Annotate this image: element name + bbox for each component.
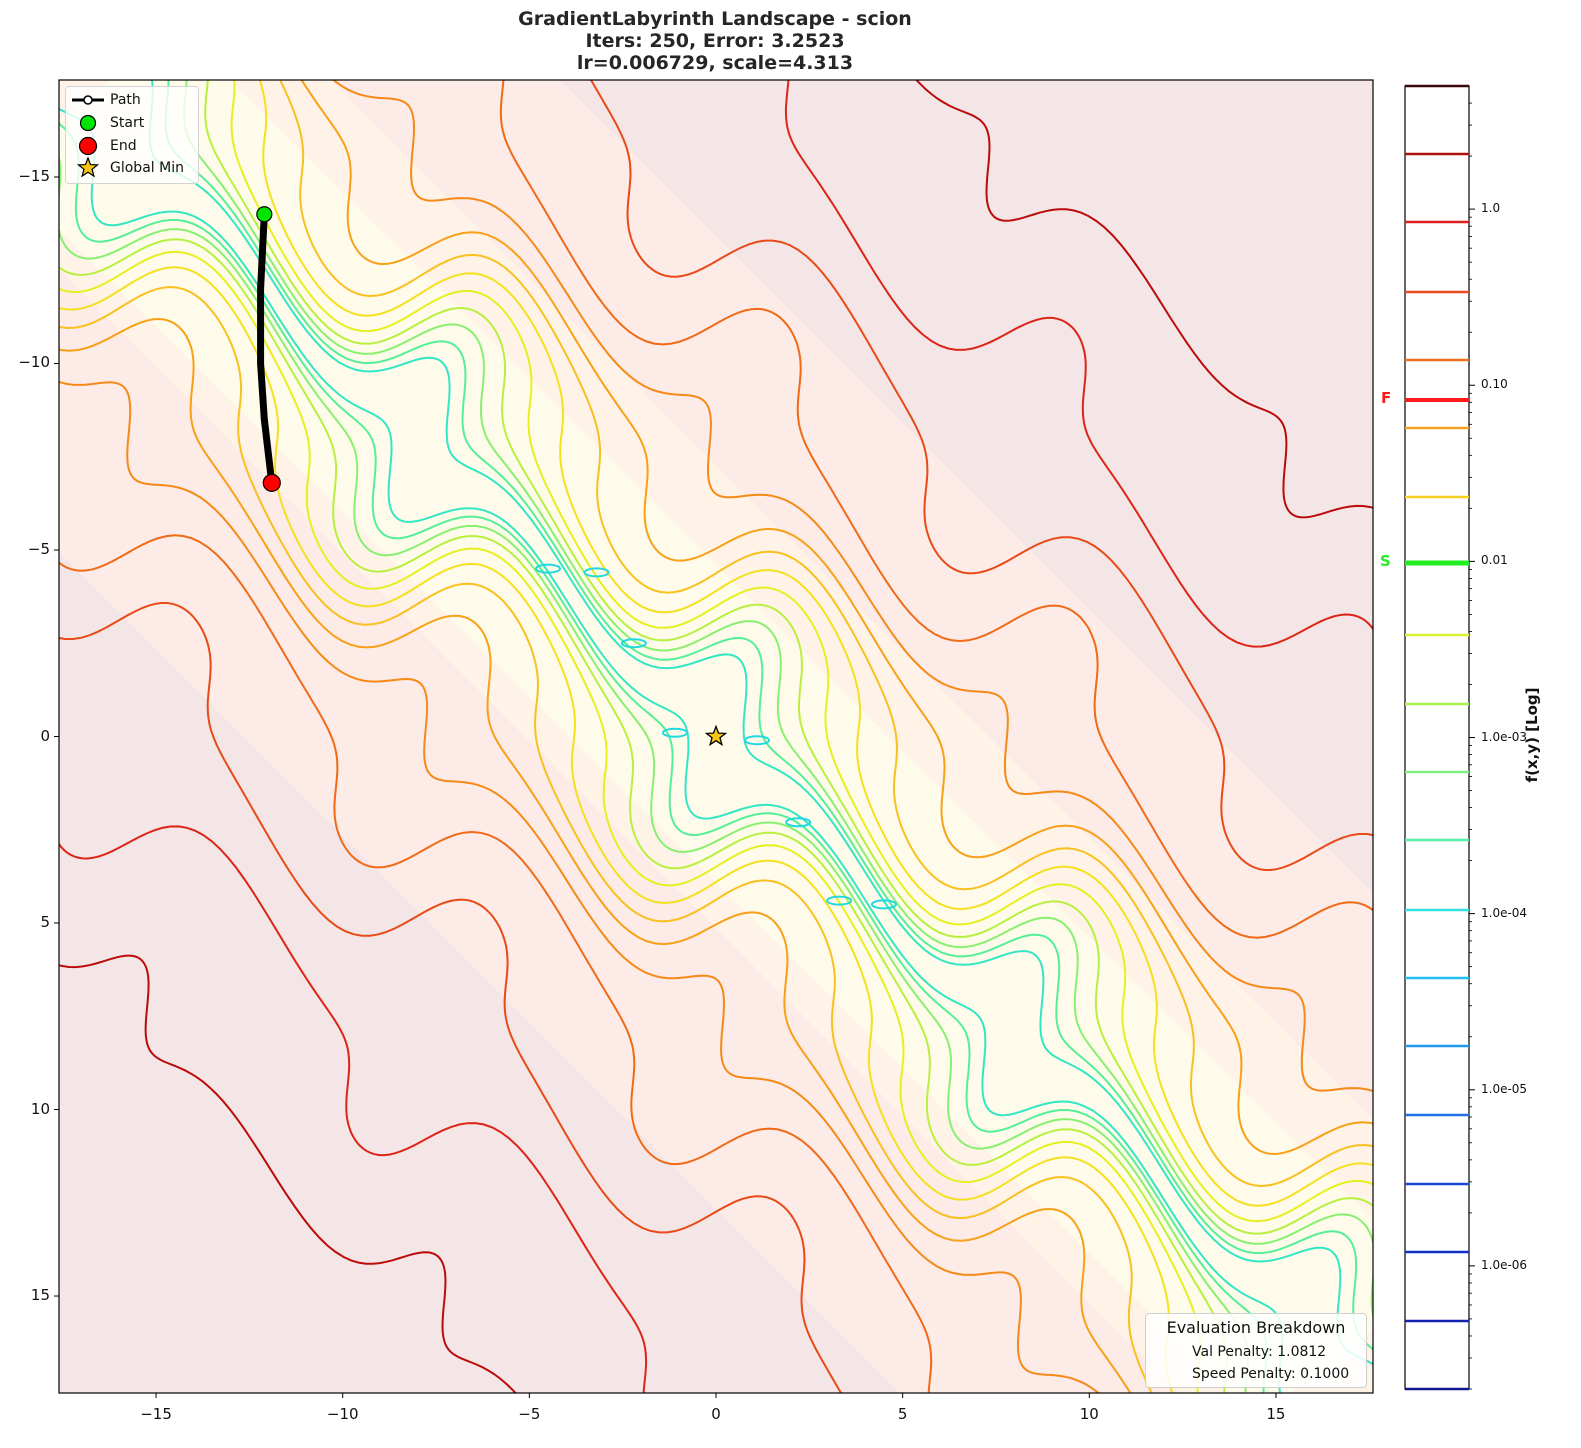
red-circle-icon (66, 135, 110, 157)
contour-island (744, 735, 771, 746)
contour-line (59, 825, 648, 1393)
optimizer-path (256, 206, 728, 747)
gold-star-icon (66, 156, 110, 179)
contour-island (785, 817, 812, 828)
colorbar-tick-label: 1.0e-05 (1481, 1081, 1528, 1096)
legend: Path Start End Global Min (65, 86, 199, 184)
legend-label-end: End (110, 138, 137, 154)
contour-line (300, 80, 1373, 1156)
legend-label-path: Path (110, 92, 141, 108)
colorbar (1404, 84, 1475, 1391)
x-tick-label: 0 (711, 1405, 721, 1423)
contour-line (59, 954, 517, 1393)
contour-island (583, 567, 610, 578)
legend-item-path: Path (66, 89, 141, 111)
contour-island (661, 727, 688, 738)
y-tick-label: −10 (18, 353, 50, 372)
evaluation-breakdown-title: Evaluation Breakdown (1166, 1318, 1346, 1337)
x-tick-label: 10 (1079, 1405, 1099, 1423)
title-line-1: GradientLabyrinth Landscape - scion (518, 8, 912, 30)
legend-item-end: End (66, 135, 137, 157)
x-tick-label: −15 (140, 1405, 172, 1423)
colorbar-marker-s-text: S (1380, 552, 1391, 570)
y-tick-label: −5 (27, 539, 50, 558)
colorbar-tick-label: 0.01 (1481, 553, 1508, 568)
contour-line (331, 80, 1373, 1093)
colorbar-marker-s: S (1380, 552, 1391, 570)
contour-line (589, 80, 1373, 871)
evaluation-breakdown-box: Evaluation Breakdown Val Penalty: 1.0812… (1145, 1313, 1367, 1388)
contour-island (826, 895, 853, 906)
y-tick-label: −15 (18, 166, 50, 185)
contour-line (59, 602, 843, 1393)
path-line (257, 210, 276, 487)
y-tick-label: 10 (30, 1099, 50, 1118)
contour-line (59, 285, 1153, 1393)
colorbar-title: f(x,y) [Log] (1523, 687, 1541, 783)
chart-title: GradientLabyrinth Landscape - scion Iter… (0, 8, 1430, 74)
green-circle-icon (66, 112, 110, 134)
contour-island (535, 563, 562, 574)
title-line-2: Iters: 250, Error: 3.2523 (585, 30, 845, 52)
x-tick-label: 15 (1266, 1405, 1286, 1423)
contour-line (784, 80, 1373, 648)
contour-line (59, 534, 933, 1393)
legend-item-start: Start (66, 112, 144, 134)
legend-label-start: Start (110, 115, 145, 131)
speed-penalty-text: Speed Penalty: 0.1000 (1192, 1366, 1350, 1382)
colorbar-marker-f: F (1381, 389, 1391, 407)
legend-label-global-min: Global Min (110, 160, 184, 176)
contour-line (915, 80, 1373, 519)
x-tick-label: −5 (518, 1405, 541, 1423)
global-min-marker (704, 724, 728, 747)
y-tick-label: 5 (40, 913, 50, 931)
axis-ticks (54, 176, 1277, 1398)
colorbar-tick-label: 1.0e-06 (1481, 1257, 1528, 1272)
contour-line (499, 80, 1373, 939)
x-tick-label: 5 (897, 1405, 908, 1423)
val-penalty-text: Val Penalty: 1.0812 (1192, 1344, 1327, 1360)
title-line-3: lr=0.006729, scale=4.313 (576, 52, 854, 74)
y-tick-label: 0 (40, 726, 50, 745)
legend-item-global-min: Global Min (66, 156, 184, 179)
end-marker (262, 473, 281, 492)
x-tick-label: −10 (326, 1405, 359, 1423)
colorbar-tick-label: 1.0 (1481, 201, 1501, 216)
contour-line (279, 80, 1373, 1188)
colorbar-marker-f-text: F (1381, 389, 1392, 407)
contour-line (59, 317, 1132, 1393)
contour-line (59, 380, 1101, 1393)
colorbar-tick-label: 1.0e-03 (1481, 729, 1528, 744)
colorbar-tick-label: 1.0e-04 (1481, 905, 1528, 920)
start-marker (256, 206, 273, 223)
y-tick-label: 15 (30, 1286, 50, 1305)
line-with-hollow-circle-icon (66, 89, 110, 111)
colorbar-tick-label: 0.10 (1481, 377, 1508, 392)
contour-island (620, 638, 647, 649)
contour-island (870, 899, 897, 910)
